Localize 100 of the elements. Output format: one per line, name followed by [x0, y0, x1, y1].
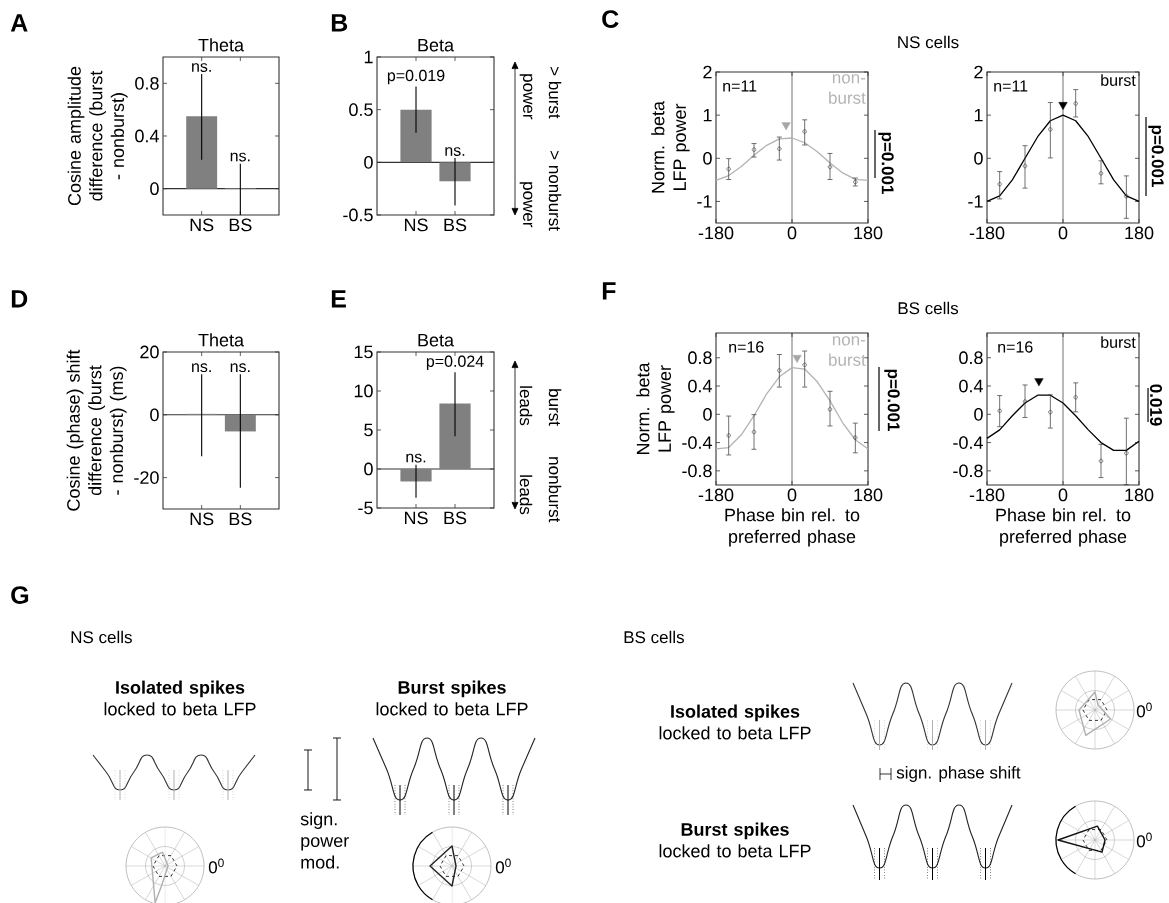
x-tick-label: BS: [444, 218, 467, 232]
text: power: [519, 74, 533, 120]
annotation: ns.: [192, 63, 211, 72]
y-tick-label: 2: [974, 65, 983, 79]
x-tick-label: 180: [854, 488, 883, 502]
text: BS cells: [898, 301, 959, 315]
text: > nonburst: [548, 151, 562, 231]
text: 0.019: [1149, 384, 1163, 426]
y-tick-label: 0.4: [135, 129, 159, 143]
annotation: non- burst: [829, 336, 866, 366]
y-tick-label: 1: [703, 108, 712, 122]
text: > burst: [548, 67, 562, 119]
x-tick-label: 180: [1125, 226, 1154, 240]
text: NS cells: [71, 630, 132, 644]
text: Isolated spikes locked to beta LFP: [659, 704, 811, 740]
y-tick-label: -0.4: [953, 436, 983, 449]
x-tick-label: 0: [1058, 488, 1068, 502]
y-tick-label: 0: [364, 462, 373, 476]
y-tick-label: 0.5: [349, 103, 373, 117]
x-tick-label: -180: [969, 226, 1005, 240]
chart-title: Theta: [198, 38, 245, 52]
y-tick-label: 0: [150, 182, 159, 196]
text: sign. phase shift: [896, 766, 1021, 782]
x-axis-title: Phase bin rel. to preferred phase: [996, 508, 1131, 547]
annotation: burst: [1101, 336, 1136, 348]
y-tick-label: 0: [364, 155, 373, 169]
annotation: burst: [1101, 74, 1136, 86]
y-tick-label: -1: [697, 195, 712, 208]
y-tick-label: -0.8: [682, 464, 712, 478]
text: NS cells: [898, 35, 959, 49]
x-tick-label: NS: [404, 511, 428, 525]
x-tick-label: BS: [229, 512, 252, 526]
y-tick-label: 0: [974, 151, 983, 165]
annotation: n=11: [723, 80, 757, 92]
text: 0$^{0}$: [1136, 832, 1152, 848]
annotation: n=11: [994, 80, 1028, 92]
x-tick-label: 0: [1058, 226, 1068, 240]
text: D: [11, 290, 28, 308]
annotation: p=0.019: [387, 69, 445, 85]
x-tick-label: -180: [969, 488, 1005, 502]
y-tick-label: 1: [364, 50, 373, 64]
annotation: p=0.024: [426, 355, 484, 371]
text: 0$^{0}$: [1136, 702, 1152, 718]
x-tick-label: NS: [190, 218, 214, 232]
text: Burst spikes locked to beta LFP: [659, 822, 811, 858]
y-tick-label: 1: [974, 108, 983, 122]
text: A: [10, 14, 28, 32]
annotation: ns.: [192, 363, 211, 373]
y-tick-label: -1: [968, 195, 983, 208]
y-axis-title: Cosine amplitude difference (burst - nonburst): [67, 66, 128, 206]
y-tick-label: -20: [134, 471, 159, 484]
y-tick-label: 0.4: [688, 379, 712, 393]
text: power: [519, 182, 533, 228]
text: p=0.001: [878, 132, 894, 194]
chart-title: Beta: [418, 38, 455, 52]
text: 0$^{0}$: [208, 858, 224, 874]
text: leads: [519, 386, 533, 426]
y-tick-label: 0.8: [959, 351, 983, 365]
annotation: ns.: [406, 453, 426, 463]
x-tick-label: 180: [1125, 488, 1154, 502]
y-tick-label: 0: [974, 407, 983, 421]
text: p=0.001: [1148, 125, 1164, 187]
y-tick-label: -0.8: [953, 464, 983, 478]
y-tick-label: 15: [354, 345, 373, 359]
annotation: ns.: [445, 147, 465, 156]
x-tick-label: BS: [444, 511, 467, 525]
text: G: [11, 586, 29, 604]
y-tick-label: 20: [140, 345, 159, 359]
y-tick-label: 0: [150, 408, 159, 422]
text: sign. power mod.: [300, 812, 349, 869]
x-tick-label: 180: [854, 226, 883, 240]
y-tick-label: 0.8: [688, 351, 712, 365]
y-tick-label: -0.4: [682, 436, 712, 449]
y-axis-title: Norm. beta LFP power: [651, 100, 690, 193]
text: Burst spikes locked to beta LFP: [376, 680, 528, 716]
y-axis-title: Norm. beta LFP power: [636, 362, 675, 455]
x-tick-label: -180: [698, 488, 734, 502]
y-tick-label: 10: [354, 384, 373, 398]
text: F: [602, 282, 616, 300]
text: nonburst: [548, 457, 562, 523]
y-tick-label: 0.8: [135, 76, 159, 90]
text: B: [331, 14, 348, 32]
x-tick-label: 0: [787, 488, 797, 502]
text: C: [602, 10, 619, 28]
text: Isolated spikes locked to beta LFP: [104, 680, 256, 716]
text: p=0.001: [884, 369, 900, 431]
text: 0$^{0}$: [495, 858, 511, 874]
text: leads: [519, 475, 533, 515]
y-axis-title: Cosine (phase) shift difference (burst - nonburst) (ms): [66, 349, 127, 511]
annotation: ns.: [230, 152, 250, 162]
y-tick-label: -0.5: [343, 208, 373, 222]
y-tick-label: 0: [703, 151, 712, 165]
text: burst: [548, 389, 562, 426]
chart-title: Beta: [418, 333, 455, 347]
y-tick-label: 0: [703, 407, 712, 421]
y-tick-label: 5: [364, 423, 373, 437]
annotation: n=16: [998, 341, 1033, 353]
x-tick-label: -180: [698, 226, 734, 240]
x-tick-label: NS: [190, 512, 214, 526]
y-tick-label: 2: [703, 65, 712, 79]
